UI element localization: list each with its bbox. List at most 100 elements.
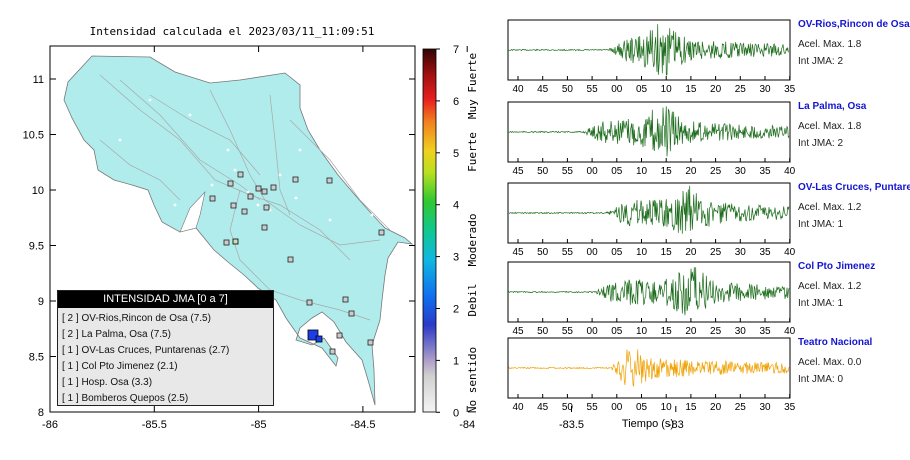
lat-tick-label: 8.5: [29, 352, 44, 364]
legend-item: [ 2 ] OV-Rios,Rincon de Osa (7.5): [62, 313, 211, 324]
time-tick-label: 40: [512, 402, 524, 413]
lat-tick-label: 8: [38, 407, 44, 419]
legend-item: [ 1 ] Bomberos Quepos (2.5): [62, 393, 189, 404]
x-axis-label: Tiempo (s): [622, 418, 674, 430]
time-tick-label: 40: [784, 326, 796, 337]
time-tick-label: 15: [661, 247, 673, 258]
station-name[interactable]: OV-Rios,Rincon de Osa: [798, 19, 910, 30]
colorbar-tick-label: 0: [453, 407, 459, 419]
time-tick-label: 35: [784, 84, 796, 95]
time-tick-label: 05: [636, 84, 648, 95]
time-tick-label: 45: [512, 247, 524, 258]
waveform-panels: 40 45 50 55 00 05 10 15 20 25 30 35 45 50 55 00 05 10 15 20…: [507, 19, 796, 413]
time-tick-label: 45: [512, 166, 524, 177]
colorbar-category-label: Moderado: [466, 214, 479, 267]
time-tick-label: 55: [562, 326, 574, 337]
time-tick-label: 15: [661, 166, 673, 177]
time-tick-label: 30: [735, 247, 747, 258]
costa-rica-landmass: [63, 55, 414, 406]
lat-tick-label: 9: [38, 296, 44, 308]
trace-panel: 45 50 55 00 05 10 15 20 25 30 35 40: [507, 101, 796, 177]
time-tick-label: 50: [537, 166, 549, 177]
time-tick-label: 45: [512, 326, 524, 337]
max-accel: Acel. Max. 1.8: [798, 121, 862, 132]
time-tick-label: 25: [735, 402, 747, 413]
intensity-legend: INTENSIDAD JMA [0 a 7] [ 2 ] OV-Rios,Rin…: [57, 290, 274, 406]
legend-item: [ 1 ] OV-Las Cruces, Puntarenas (2.7): [62, 345, 230, 356]
station-info: La Palma, Osa Acel. Max. 1.8 Int JMA: 2: [798, 98, 910, 152]
time-tick-label: 30: [759, 84, 771, 95]
time-tick-label: 40: [512, 84, 524, 95]
time-tick-label: 10: [636, 326, 648, 337]
time-tick-label: 50: [562, 402, 574, 413]
time-tick-label: 20: [710, 84, 722, 95]
time-tick-label: 10: [661, 402, 673, 413]
time-tick-label: 00: [587, 247, 599, 258]
colorbar-category-label: No sentido: [466, 347, 479, 413]
colorbar-tick-label: 6: [453, 96, 459, 108]
waveform-trace: [508, 185, 790, 234]
station-info: Teatro Nacional Acel. Max. 0.0 Int JMA: 0: [798, 334, 910, 388]
station-marker-quepos[interactable]: [232, 238, 239, 245]
station-name[interactable]: La Palma, Osa: [798, 101, 867, 112]
time-tick-label: 25: [710, 166, 722, 177]
legend-item: [ 1 ] Col Pto Jimenez (2.1): [62, 361, 178, 372]
lon-tick-label: -85.5: [142, 419, 167, 431]
time-tick-label: 20: [685, 247, 697, 258]
time-tick-label: 55: [587, 84, 599, 95]
time-tick-label: 15: [685, 84, 697, 95]
colorbar-tick-label: 4: [453, 200, 459, 212]
time-tick-label: 50: [537, 247, 549, 258]
time-tick-label: 55: [587, 402, 599, 413]
lat-tick-label: 10.5: [23, 130, 44, 142]
time-tick-label: 25: [710, 247, 722, 258]
colorbar-tick-label: 5: [453, 148, 459, 160]
time-tick-label: 35: [759, 166, 771, 177]
time-tick-label: 20: [685, 166, 697, 177]
lat-tick-label: 11: [33, 74, 44, 86]
time-tick-label: 50: [562, 84, 574, 95]
time-tick-label: 05: [611, 166, 623, 177]
x-axis: -86 -85.5 -85 -84.5 -84 -83.5 -83: [42, 46, 684, 431]
time-tick-label: 00: [611, 84, 623, 95]
time-tick-label: 00: [611, 402, 623, 413]
trace-panel: 45 50 55 00 05 10 15 20 25 30 35 40: [507, 261, 796, 337]
lon-tick-label: -83: [668, 419, 684, 431]
station-info: OV-Las Cruces, Puntarenas Acel. Max. 1.2 I…: [798, 179, 910, 233]
legend-title: INTENSIDAD JMA [0 a 7]: [58, 291, 273, 308]
time-tick-label: 55: [562, 247, 574, 258]
waveform-trace: [508, 267, 790, 316]
map-title: Intensidad calculada el 2023/03/11_11:09…: [90, 25, 375, 38]
max-accel: Acel. Max. 1.2: [798, 281, 862, 292]
time-tick-label: 05: [636, 402, 648, 413]
time-tick-label: 35: [759, 247, 771, 258]
time-tick-label: 20: [685, 326, 697, 337]
station-name[interactable]: Col Pto Jimenez: [798, 261, 876, 272]
time-tick-label: 20: [710, 402, 722, 413]
lat-tick-label: 10: [32, 185, 44, 197]
time-tick-label: 30: [759, 402, 771, 413]
time-tick-label: 10: [661, 84, 673, 95]
legend-item: [ 1 ] Hosp. Osa (3.3): [62, 377, 153, 388]
station-name[interactable]: OV-Las Cruces, Puntarenas: [798, 182, 910, 193]
station-name[interactable]: Teatro Nacional: [798, 337, 873, 348]
waveform-trace: [508, 349, 790, 387]
time-tick-label: 55: [562, 166, 574, 177]
jma-intensity: Int JMA: 2: [798, 56, 844, 67]
station-marker-rincon[interactable]: [307, 329, 319, 341]
lon-tick-label: -84.5: [350, 419, 375, 431]
station-marker-lapalma[interactable]: [315, 335, 323, 343]
colorbar-tick-label: 2: [453, 304, 459, 316]
time-tick-label: 05: [611, 247, 623, 258]
jma-intensity: Int JMA: 1: [798, 298, 844, 309]
colorbar-category-label: Fuerte: [466, 132, 479, 172]
time-tick-label: 00: [587, 166, 599, 177]
time-tick-label: 40: [784, 247, 796, 258]
max-accel: Acel. Max. 1.8: [798, 39, 862, 50]
y-axis: 11 10.5 10 9.5 9 8.5 8: [23, 74, 415, 419]
time-tick-label: 25: [710, 326, 722, 337]
time-tick-label: 45: [537, 402, 549, 413]
lon-tick-label: -85: [251, 419, 267, 431]
lon-tick-label: -83.5: [559, 419, 584, 431]
